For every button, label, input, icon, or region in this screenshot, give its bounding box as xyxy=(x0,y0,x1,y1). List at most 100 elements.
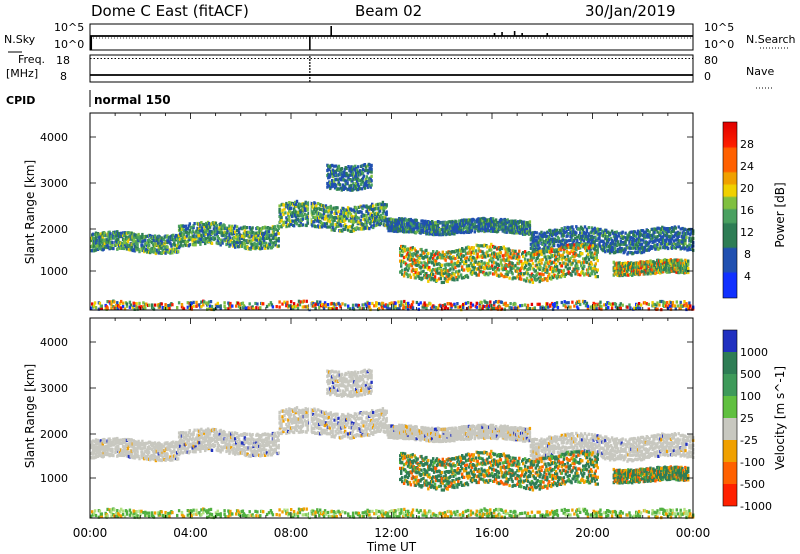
scatter-cell xyxy=(337,173,341,177)
scatter-cell xyxy=(334,223,337,227)
scatter-cell xyxy=(560,227,563,231)
scatter-cell xyxy=(596,250,599,254)
scatter-cell xyxy=(364,177,368,182)
scatter-cell xyxy=(376,212,380,216)
scatter-cell xyxy=(355,166,358,170)
scatter-cell xyxy=(178,237,182,241)
scatter-cell xyxy=(506,218,509,222)
scatter-cell xyxy=(657,247,660,251)
scatter-cell xyxy=(591,244,595,248)
scatter-cell xyxy=(209,300,213,304)
scatter-cell xyxy=(572,246,575,250)
scatter-cell xyxy=(608,251,612,255)
scatter-cell xyxy=(539,235,542,239)
scatter-cell xyxy=(637,244,640,248)
scatter-cell xyxy=(531,250,534,254)
scatter-cell xyxy=(572,241,575,245)
scatter-cell xyxy=(643,236,647,240)
scatter-cell xyxy=(665,229,668,234)
scatter-cell xyxy=(565,239,568,243)
scatter-cell xyxy=(596,268,599,272)
scatter-cell xyxy=(337,210,340,214)
scatter-cell xyxy=(347,219,351,223)
scatter-cell xyxy=(186,227,189,231)
scatter-cell xyxy=(292,224,296,228)
scatter-cell xyxy=(583,225,587,229)
scatter-cell xyxy=(103,241,106,245)
scatter-cell xyxy=(555,265,559,269)
scatter-cell xyxy=(417,228,420,232)
scatter-cell xyxy=(116,230,119,234)
scatter-cell xyxy=(324,209,328,213)
scatter-cell xyxy=(538,302,541,306)
scatter-cell xyxy=(366,209,369,213)
scatter-cell xyxy=(415,230,418,234)
scatter-cell xyxy=(333,212,336,216)
scatter-cell xyxy=(631,230,634,234)
scatter-cell xyxy=(370,174,373,178)
scatter-cell xyxy=(381,217,385,221)
scatter-cell xyxy=(311,210,314,214)
scatter-cell xyxy=(419,301,422,305)
scatter-cell xyxy=(360,187,364,191)
scatter-cell xyxy=(474,249,477,253)
scatter-cell xyxy=(540,230,543,234)
scatter-cell xyxy=(216,301,219,305)
scatter-cell xyxy=(514,249,517,253)
scatter-cell xyxy=(674,246,677,250)
scatter-cell xyxy=(349,213,353,217)
scatter-cell xyxy=(361,180,365,184)
scatter-cell xyxy=(523,257,527,261)
scatter-cell xyxy=(281,208,284,212)
scatter-cell xyxy=(567,301,570,305)
scatter-cell xyxy=(94,231,98,235)
scatter-cell xyxy=(323,222,327,226)
scatter-cell xyxy=(438,230,442,234)
scatter-cell xyxy=(125,302,129,306)
scatter-cell xyxy=(617,232,620,236)
scatter-cell xyxy=(454,256,457,261)
scatter-cell xyxy=(288,215,291,219)
scatter-cell xyxy=(290,300,293,304)
scatter-cell xyxy=(509,228,512,232)
scatter-cell xyxy=(116,301,119,305)
scatter-cell xyxy=(264,226,268,230)
scatter-cell xyxy=(181,244,185,248)
scatter-cell xyxy=(332,216,335,220)
scatter-cell xyxy=(300,204,303,208)
scatter-cell xyxy=(327,209,330,213)
scatter-cell xyxy=(331,175,335,179)
scatter-cell xyxy=(406,257,410,261)
scatter-cell xyxy=(620,234,623,238)
scatter-cell xyxy=(500,221,504,225)
scatter-cell xyxy=(267,230,271,234)
scatter-cell xyxy=(243,234,246,238)
scatter-cell xyxy=(351,303,355,307)
scatter-cell xyxy=(231,232,234,236)
scatter-cell xyxy=(166,245,169,249)
scatter-cell xyxy=(174,243,177,247)
scatter-cell xyxy=(255,306,258,310)
scatter-cell xyxy=(546,302,549,306)
scatter-cell xyxy=(244,246,247,251)
scatter-cell xyxy=(531,231,534,235)
scatter-cell xyxy=(197,237,200,241)
scatter-cell xyxy=(291,219,295,223)
scatter-cell xyxy=(362,174,366,178)
scatter-cell xyxy=(145,234,148,238)
scatter-cell xyxy=(110,236,113,240)
scatter-cell xyxy=(328,215,331,219)
scatter-cell xyxy=(611,249,615,253)
scatter-cell xyxy=(591,235,594,239)
scatter-cell xyxy=(475,301,478,305)
scatter-cell xyxy=(214,221,218,225)
scatter-cell xyxy=(686,244,689,248)
scatter-cell xyxy=(268,226,272,230)
scatter-cell xyxy=(565,230,568,234)
scatter-cell xyxy=(287,213,290,217)
scatter-cell xyxy=(415,263,418,267)
scatter-cell xyxy=(387,219,390,223)
scatter-cell xyxy=(202,303,205,307)
scatter-cell xyxy=(640,250,644,255)
scatter-cell xyxy=(263,244,266,248)
